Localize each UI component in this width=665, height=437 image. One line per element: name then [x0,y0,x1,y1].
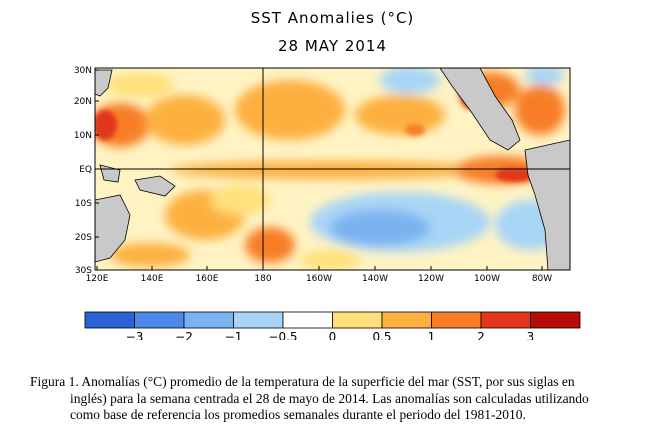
caption-line-2: inglés) para la semana centrada el 28 de… [70,390,589,406]
figure-caption: Figura 1. Anomalías (°C) promedio de la … [30,374,650,424]
colorbar-tick-label: −1 [225,330,243,340]
colorbar: −3 −2 −1 −0.5 0 0.5 1 2 3 [84,311,581,340]
colorbar-tick-label: −0.5 [268,330,297,340]
lat-label: 10S [75,199,92,209]
lon-label: 140E [141,274,164,284]
lon-label: 120W [418,274,444,284]
lat-label: 10N [74,131,92,141]
caption-line-1: Figura 1. Anomalías (°C) promedio de la … [30,374,575,389]
lat-label: 30S [75,266,92,276]
lon-label: 80W [532,274,552,284]
colorbar-tick-label: −2 [175,330,193,340]
colorbar-tick-label: −3 [126,330,144,340]
lat-label: 20S [75,233,92,243]
caption-line-3: como base de referencia los promedios se… [70,407,526,422]
lon-label: 160W [306,274,332,284]
lon-label: 120E [86,274,109,284]
colorbar-swatch [332,311,383,329]
colorbar-swatch [84,311,135,329]
map-date: 28 MAY 2014 [278,37,387,55]
colorbar-tick-label: 0.5 [372,330,391,340]
colorbar-swatch [381,311,432,329]
lon-label: 140W [362,274,388,284]
colorbar-swatch [282,311,333,329]
lon-label: 100W [474,274,500,284]
lat-label: EQ [79,165,92,175]
colorbar-swatch [233,311,284,329]
land-masses [95,68,570,270]
colorbar-swatch [530,311,581,329]
colorbar-swatch [431,311,482,329]
map-title: SST Anomalies (°C) [250,9,415,27]
colorbar-tick-label: 2 [477,330,485,340]
lon-label: 180 [254,274,271,284]
colorbar-tick-label: 1 [428,330,436,340]
colorbar-swatch [183,311,234,329]
colorbar-tick-label: 0 [329,330,337,340]
lat-label: 30N [74,66,92,76]
colorbar-tick-label: 3 [527,330,535,340]
anomaly-field [95,68,570,270]
colorbar-swatch [480,311,531,329]
lat-label: 20N [74,97,92,107]
colorbar-swatch [134,311,185,329]
lon-label: 160E [196,274,219,284]
